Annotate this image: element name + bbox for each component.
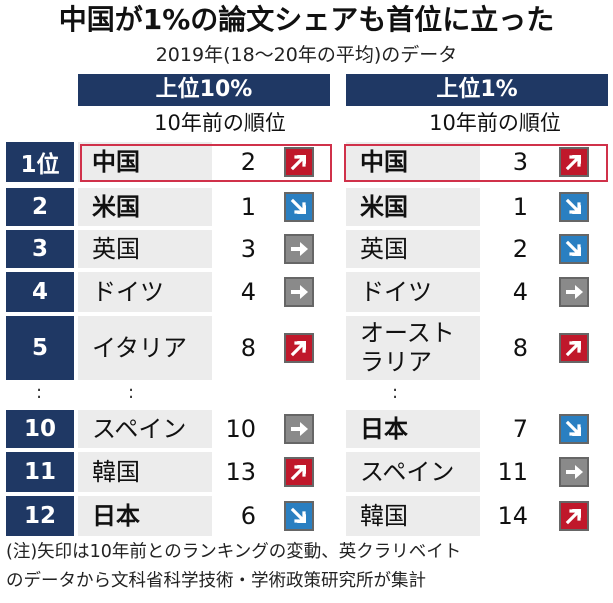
previous-rank: 8 bbox=[512, 334, 528, 362]
country-name: ドイツ bbox=[78, 272, 212, 312]
previous-rank: 13 bbox=[225, 458, 256, 486]
rank-label: 12 bbox=[6, 496, 74, 536]
trend-up-arrow-icon bbox=[559, 333, 589, 363]
previous-rank: 2 bbox=[240, 148, 256, 176]
trend-down-arrow-icon bbox=[284, 192, 314, 222]
rank-label: 1位 bbox=[6, 142, 74, 182]
panel-header-top1: 上位1% bbox=[346, 74, 608, 106]
country-name-line: ラリア bbox=[360, 348, 432, 376]
country-name: スペイン bbox=[78, 410, 212, 448]
country-name: 中国 bbox=[78, 142, 212, 182]
trend-cell bbox=[268, 188, 330, 226]
rank-label: 5 bbox=[6, 316, 74, 380]
trend-flat-arrow-icon bbox=[559, 277, 589, 307]
trend-down-arrow-icon bbox=[559, 192, 589, 222]
trend-cell bbox=[268, 496, 330, 536]
page-subtitle: 2019年(18〜20年の平均)のデータ bbox=[155, 44, 458, 66]
trend-up-arrow-icon bbox=[284, 333, 314, 363]
page-title: 中国が1%の論文シェアも首位に立った bbox=[58, 3, 555, 36]
trend-cell bbox=[540, 188, 608, 226]
ellipsis-dots: : bbox=[128, 382, 135, 403]
trend-cell bbox=[268, 230, 330, 268]
country-name: 中国 bbox=[346, 142, 480, 182]
previous-rank: 2 bbox=[512, 235, 528, 263]
trend-down-arrow-icon bbox=[559, 414, 589, 444]
previous-rank: 10 bbox=[225, 415, 256, 443]
previous-rank: 7 bbox=[512, 415, 528, 443]
panel-header-top10: 上位10% bbox=[78, 74, 330, 106]
previous-rank: 1 bbox=[512, 193, 528, 221]
country-name: 英国 bbox=[346, 230, 480, 268]
country-name: ドイツ bbox=[346, 272, 480, 312]
ellipsis-dots: : bbox=[36, 382, 43, 403]
previous-rank: 8 bbox=[240, 334, 256, 362]
trend-up-arrow-icon bbox=[559, 147, 589, 177]
trend-cell bbox=[540, 316, 608, 380]
country-name: 米国 bbox=[346, 188, 480, 226]
trend-cell bbox=[540, 142, 608, 182]
previous-rank: 1 bbox=[240, 193, 256, 221]
country-name: 日本 bbox=[346, 410, 480, 448]
highlight-box-top10 bbox=[80, 144, 332, 182]
footnote-line-1: (注)矢印は10年前とのランキングの変動、英クラリベイト bbox=[6, 542, 462, 562]
trend-cell bbox=[540, 410, 608, 448]
previous-rank: 3 bbox=[240, 235, 256, 263]
previous-rank: 4 bbox=[512, 278, 528, 306]
trend-down-arrow-icon bbox=[284, 501, 314, 531]
ellipsis-dots: : bbox=[392, 382, 399, 403]
country-name: 日本 bbox=[78, 496, 212, 536]
trend-flat-arrow-icon bbox=[284, 277, 314, 307]
trend-up-arrow-icon bbox=[284, 457, 314, 487]
trend-flat-arrow-icon bbox=[284, 414, 314, 444]
previous-rank: 11 bbox=[497, 458, 528, 486]
trend-cell bbox=[268, 452, 330, 492]
rank-label: 4 bbox=[6, 272, 74, 312]
country-name: スペイン bbox=[346, 452, 480, 492]
trend-cell bbox=[540, 230, 608, 268]
country-name: イタリア bbox=[78, 316, 212, 380]
trend-cell bbox=[540, 452, 608, 492]
rank-label: 11 bbox=[6, 452, 74, 492]
trend-cell bbox=[268, 272, 330, 312]
rank-label: 3 bbox=[6, 230, 74, 268]
previous-rank: 14 bbox=[497, 502, 528, 530]
trend-cell bbox=[540, 272, 608, 312]
country-name-line: オースト bbox=[360, 319, 455, 348]
previous-rank: 3 bbox=[512, 148, 528, 176]
trend-cell bbox=[268, 142, 330, 182]
trend-flat-arrow-icon bbox=[559, 457, 589, 487]
trend-down-arrow-icon bbox=[559, 234, 589, 264]
country-name: 韓国 bbox=[78, 452, 212, 492]
country-name: 英国 bbox=[78, 230, 212, 268]
rank-label: 2 bbox=[6, 188, 74, 226]
footnote: (注)矢印は10年前とのランキングの変動、英クラリベイト のデータから文科省科学… bbox=[6, 538, 610, 596]
trend-up-arrow-icon bbox=[284, 147, 314, 177]
rank-label: 10 bbox=[6, 410, 74, 448]
trend-cell bbox=[540, 496, 608, 536]
country-name: 韓国 bbox=[346, 496, 480, 536]
trend-up-arrow-icon bbox=[559, 501, 589, 531]
previous-rank: 6 bbox=[240, 502, 256, 530]
country-name: オースト ラリア bbox=[346, 316, 480, 380]
panel-subheader-top10: 10年前の順位 bbox=[154, 111, 286, 135]
panel-subheader-top1: 10年前の順位 bbox=[429, 111, 561, 135]
highlight-box-top1 bbox=[344, 144, 608, 182]
trend-cell bbox=[268, 316, 330, 380]
trend-cell bbox=[268, 410, 330, 448]
footnote-line-2: のデータから文科省科学技術・学術政策研究所が集計 bbox=[6, 571, 426, 591]
previous-rank: 4 bbox=[240, 278, 256, 306]
country-name: 米国 bbox=[78, 188, 212, 226]
trend-flat-arrow-icon bbox=[284, 234, 314, 264]
